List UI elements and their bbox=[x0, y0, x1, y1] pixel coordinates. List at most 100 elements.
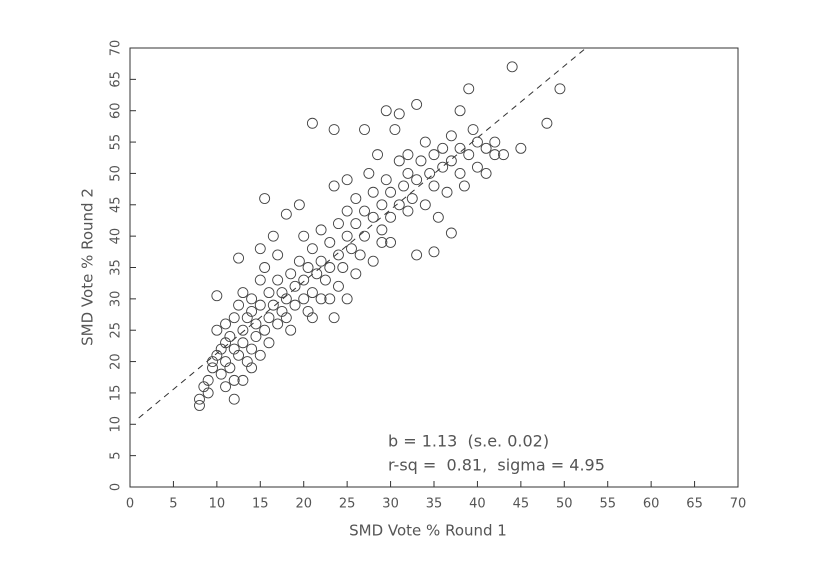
data-point bbox=[376, 236, 388, 248]
x-tick-label: 0 bbox=[126, 497, 134, 512]
data-point bbox=[280, 293, 292, 305]
y-tick-label: 20 bbox=[109, 353, 124, 370]
data-point bbox=[298, 274, 310, 286]
data-point bbox=[471, 161, 483, 173]
data-point bbox=[228, 374, 240, 386]
data-point bbox=[259, 193, 271, 204]
data-point bbox=[211, 290, 223, 302]
data-point bbox=[367, 211, 379, 223]
y-tick-label: 10 bbox=[109, 416, 124, 433]
data-point bbox=[263, 337, 275, 349]
data-point bbox=[398, 180, 410, 192]
data-point bbox=[211, 349, 223, 361]
data-point bbox=[367, 186, 379, 198]
y-tick-label: 60 bbox=[109, 102, 124, 119]
x-tick-label: 5 bbox=[169, 497, 177, 512]
data-point bbox=[315, 255, 327, 267]
data-point bbox=[350, 193, 362, 204]
data-point bbox=[402, 149, 414, 161]
data-point bbox=[306, 117, 318, 129]
y-tick-label: 15 bbox=[109, 385, 124, 402]
x-tick-label: 70 bbox=[730, 497, 747, 512]
y-tick-label: 65 bbox=[109, 71, 124, 88]
data-point bbox=[341, 293, 353, 305]
data-point bbox=[267, 230, 279, 242]
data-point bbox=[306, 312, 318, 324]
data-point bbox=[259, 262, 271, 273]
plot-frame bbox=[129, 47, 739, 488]
data-point bbox=[445, 130, 457, 142]
data-point bbox=[237, 337, 249, 349]
data-point bbox=[402, 205, 414, 217]
data-point bbox=[207, 356, 218, 368]
x-tick-label: 25 bbox=[339, 497, 356, 512]
data-point bbox=[393, 108, 405, 120]
x-tick-label: 60 bbox=[643, 497, 660, 512]
data-point bbox=[276, 305, 288, 317]
data-point bbox=[346, 243, 357, 255]
data-point bbox=[246, 362, 258, 374]
data-point bbox=[263, 287, 275, 299]
data-point bbox=[233, 252, 245, 264]
data-point bbox=[272, 318, 284, 330]
data-point bbox=[419, 199, 431, 211]
data-point bbox=[385, 211, 397, 223]
data-point bbox=[224, 362, 236, 374]
data-point bbox=[463, 83, 475, 95]
data-point bbox=[437, 161, 449, 173]
data-point bbox=[228, 343, 240, 355]
data-point bbox=[324, 262, 336, 273]
annotation: b = 1.13 (s.e. 0.02) bbox=[388, 432, 549, 451]
data-point bbox=[241, 356, 253, 368]
data-point bbox=[220, 381, 231, 393]
data-point bbox=[498, 149, 509, 161]
data-point bbox=[211, 324, 223, 336]
y-tick-label: 70 bbox=[109, 40, 124, 57]
data-point bbox=[328, 312, 340, 324]
data-point bbox=[293, 199, 305, 211]
fit-line bbox=[138, 47, 587, 419]
y-tick-label: 45 bbox=[109, 197, 124, 214]
data-point bbox=[302, 262, 314, 273]
data-point bbox=[228, 393, 240, 405]
data-point bbox=[198, 381, 210, 393]
x-tick-label: 35 bbox=[426, 497, 443, 512]
x-axis-title: SMD Vote % Round 1 bbox=[349, 522, 507, 540]
data-point bbox=[280, 312, 292, 324]
data-point bbox=[350, 218, 362, 230]
data-point bbox=[411, 98, 423, 110]
data-point bbox=[207, 362, 218, 374]
data-point bbox=[372, 149, 383, 161]
data-point bbox=[350, 268, 362, 280]
x-tick-label: 15 bbox=[252, 497, 269, 512]
x-tick-label: 50 bbox=[556, 497, 573, 512]
data-point bbox=[311, 268, 323, 280]
y-tick-label: 30 bbox=[109, 291, 124, 308]
y-tick-label: 50 bbox=[109, 165, 124, 182]
data-point bbox=[458, 180, 470, 192]
data-point bbox=[237, 374, 249, 386]
data-point bbox=[319, 274, 331, 286]
data-point bbox=[254, 274, 266, 286]
data-point bbox=[328, 180, 340, 192]
data-point bbox=[333, 280, 344, 292]
data-point bbox=[415, 155, 427, 167]
y-tick-label: 25 bbox=[109, 322, 124, 339]
data-point bbox=[306, 243, 318, 255]
data-point bbox=[376, 199, 388, 211]
data-point bbox=[506, 61, 518, 73]
data-point bbox=[515, 142, 527, 154]
data-point bbox=[341, 205, 353, 217]
data-point bbox=[254, 299, 266, 311]
data-point bbox=[411, 249, 423, 261]
data-point bbox=[246, 305, 258, 317]
data-point bbox=[389, 124, 401, 135]
data-point bbox=[289, 299, 301, 311]
data-point bbox=[328, 124, 340, 135]
data-point bbox=[254, 349, 266, 361]
data-point bbox=[454, 105, 466, 117]
data-point bbox=[432, 211, 444, 223]
data-point bbox=[554, 83, 566, 95]
data-point bbox=[341, 174, 353, 186]
